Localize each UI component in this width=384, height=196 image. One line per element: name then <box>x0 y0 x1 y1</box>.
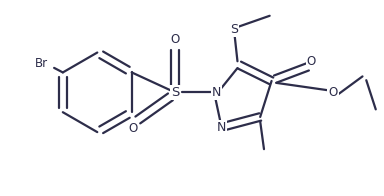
Text: O: O <box>328 86 338 99</box>
Text: N: N <box>212 86 221 99</box>
Text: O: O <box>170 33 180 46</box>
Text: O: O <box>307 55 316 68</box>
Text: S: S <box>230 23 238 36</box>
Text: O: O <box>129 122 138 135</box>
Text: S: S <box>171 86 179 99</box>
Text: N: N <box>217 121 226 134</box>
Text: Br: Br <box>35 57 48 70</box>
